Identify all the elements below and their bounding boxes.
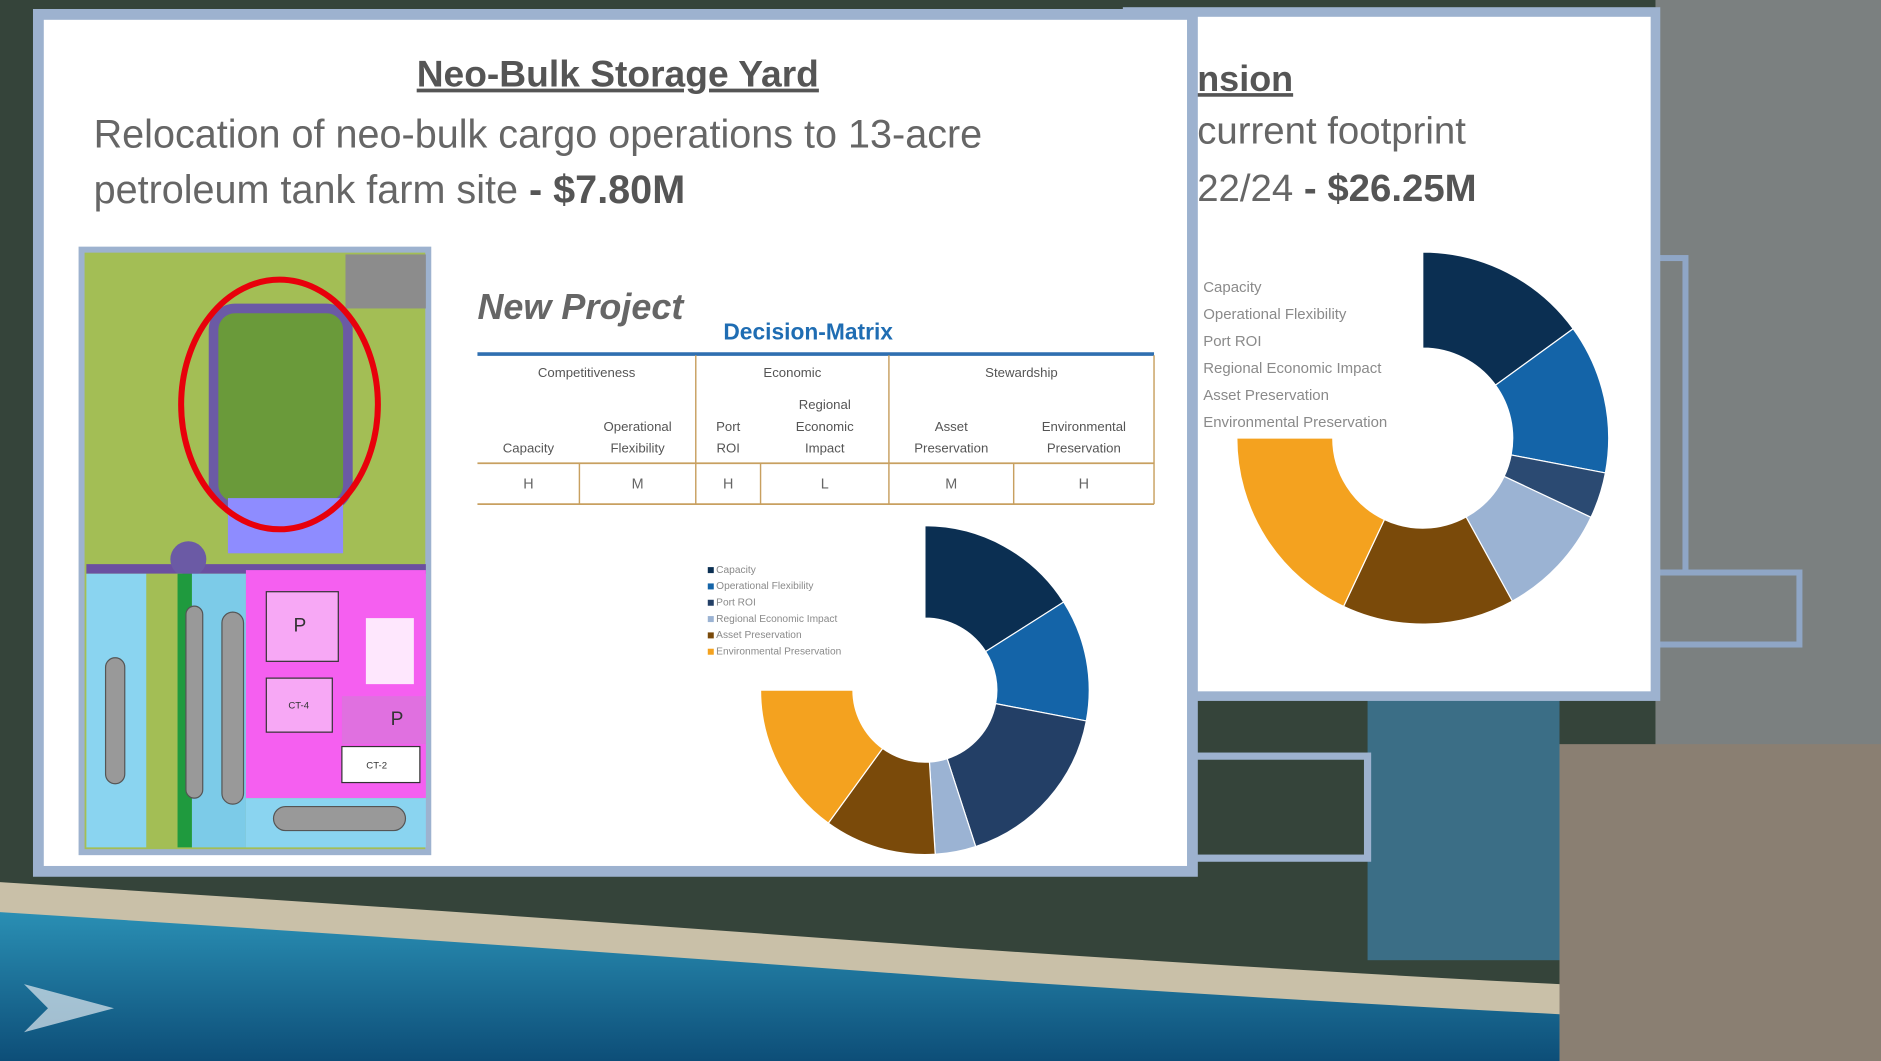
back-card-description: 22/24 - $26.25M: [1197, 167, 1476, 210]
matrix-group: Stewardship: [985, 365, 1058, 380]
map-label: P: [391, 709, 404, 730]
legend-label: Port ROI: [1203, 333, 1261, 350]
donut-segment: [946, 702, 1088, 848]
inlet: [1367, 672, 1560, 961]
matrix-rating: L: [821, 477, 829, 493]
donut-segment: [1236, 437, 1386, 608]
donut-segment: [1422, 251, 1575, 387]
matrix-column-header: Impact: [805, 440, 845, 455]
matrix-rating: H: [523, 477, 533, 493]
back-donut-chart: Capacity Operational Flexibility Port ROI R…: [1203, 251, 1610, 625]
legend-label: Asset Preservation: [716, 630, 801, 641]
matrix-title: Decision-Matrix: [723, 319, 893, 345]
legend-swatch: [707, 567, 714, 574]
site-map: P CT-4 P CT-2: [78, 246, 432, 856]
matrix-column-header: ROI: [716, 440, 739, 455]
legend-label: Operational Flexibility: [1203, 306, 1347, 323]
front-card-description: Relocation of neo-bulk cargo operations …: [94, 112, 983, 156]
legend-swatch: [707, 616, 714, 623]
matrix-rating: H: [723, 477, 733, 493]
matrix-rating: H: [1079, 477, 1089, 493]
matrix-column-header: Environmental: [1042, 419, 1126, 434]
ocean: [0, 912, 1560, 1061]
back-card-description: current footprint: [1197, 109, 1466, 152]
legend-label: Capacity: [716, 565, 757, 576]
matrix-column-header: Regional: [799, 397, 851, 412]
matrix-group: Economic: [763, 365, 821, 380]
matrix-rating: M: [945, 477, 957, 493]
front-card-title: Neo-Bulk Storage Yard: [417, 53, 819, 95]
legend-swatch: [707, 632, 714, 639]
decision-matrix: Competitiveness Economic Stewardship Capaci…: [477, 352, 1155, 505]
matrix-column-header: Preservation: [1047, 440, 1121, 455]
front-card-description: petroleum tank farm site - $7.80M: [94, 169, 686, 213]
new-project-label: New Project: [477, 286, 685, 327]
matrix-column-header: Port: [716, 419, 741, 434]
matrix-column-header: Asset: [935, 419, 968, 434]
donut-segment: [924, 525, 1065, 653]
legend-swatch: [707, 648, 714, 655]
donut-segment: [1342, 516, 1514, 625]
legend-label: Operational Flexibility: [716, 581, 814, 592]
legend-label: Regional Economic Impact: [1203, 360, 1382, 377]
north-arrow: [23, 984, 114, 1033]
legend-label: Asset Preservation: [1203, 387, 1329, 404]
map-label: CT-4: [288, 700, 309, 711]
legend-swatch: [707, 583, 714, 590]
legend-label: Regional Economic Impact: [716, 614, 837, 625]
matrix-column-header: Operational: [604, 419, 672, 434]
matrix-group: Competitiveness: [538, 365, 636, 380]
matrix-column-header: Capacity: [503, 440, 555, 455]
legend-label: Environmental Preservation: [1203, 414, 1387, 431]
legend-label: Port ROI: [716, 597, 756, 608]
back-card-title: nsion: [1197, 58, 1293, 99]
matrix-column-header: Flexibility: [610, 440, 665, 455]
matrix-column-header: Economic: [796, 419, 854, 434]
legend-label: Capacity: [1203, 279, 1262, 296]
map-label: P: [293, 616, 306, 637]
legend-label: Environmental Preservation: [716, 646, 841, 657]
front-donut-chart: Capacity Operational Flexibility Port ROI R…: [707, 525, 1090, 856]
matrix-rating: M: [632, 477, 644, 493]
legend-swatch: [707, 599, 714, 606]
donut-segment: [759, 689, 884, 824]
map-label: CT-2: [366, 760, 387, 771]
matrix-column-header: Preservation: [914, 440, 988, 455]
city-area: [1559, 744, 1881, 1061]
